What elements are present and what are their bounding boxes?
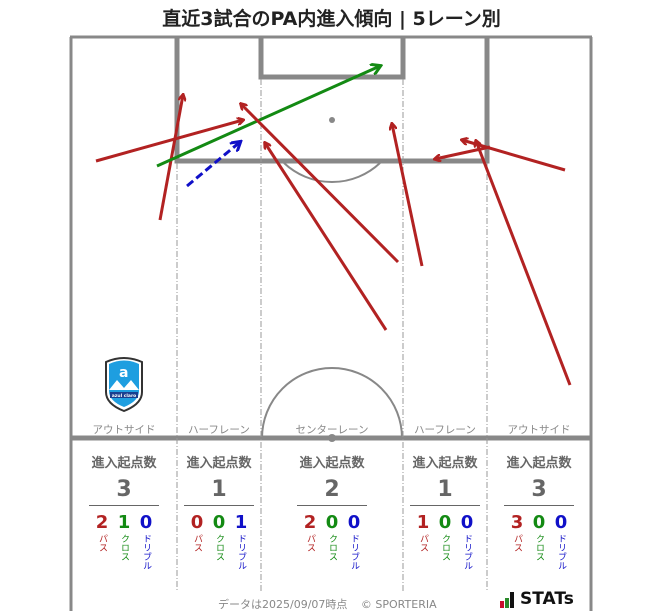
lane-stats-halfspace-left: 進入起点数 1 0 パス 0 クロス 1 ドリブル [177, 452, 261, 570]
copyright: © SPORTERIA [360, 598, 437, 611]
pass-count: 0 [190, 512, 204, 533]
svg-text:a: a [119, 365, 128, 381]
entry-total: 2 [324, 477, 340, 502]
divider [297, 505, 367, 506]
dribble-count: 0 [554, 512, 568, 533]
chart-title: 直近3試合のPA内進入傾向 | 5レーン別 [162, 8, 501, 30]
dribble-count: 0 [460, 512, 474, 533]
dribble-label: ドリブル [462, 534, 472, 570]
data-date: データは2025/09/07時点 [218, 598, 348, 611]
team-badge-icon: azul claro a [105, 357, 143, 412]
pitch-lines [69, 35, 593, 611]
lane-label-center: センターレーン [295, 424, 369, 436]
stat-header: 進入起点数 [91, 456, 157, 471]
breakdown: 2 パス 1 クロス 0 ドリブル [71, 512, 177, 571]
pass-label: パス [512, 534, 522, 552]
breakdown: 2 パス 0 クロス 0 ドリブル [261, 512, 403, 571]
divider [184, 505, 254, 506]
bar-chart-icon [500, 592, 514, 608]
breakdown: 0 パス 0 クロス 1 ドリブル [177, 512, 261, 571]
dribble-label: ドリブル [349, 534, 359, 570]
lane-label-outside-right: アウトサイド [507, 424, 571, 436]
stat-header: 進入起点数 [186, 456, 252, 471]
breakdown: 1 パス 0 クロス 0 ドリブル [403, 512, 487, 571]
footer: データは2025/09/07時点 © SPORTERIA [218, 596, 437, 612]
pass-arrow [265, 143, 388, 331]
entry-total: 1 [211, 477, 227, 502]
lane-label-outside-left: アウトサイド [92, 424, 156, 436]
pass-count: 1 [416, 512, 430, 533]
entry-total: 3 [116, 477, 132, 502]
pass-arrow [435, 145, 491, 159]
pass-label: パス [418, 534, 428, 552]
cross-count: 0 [325, 512, 339, 533]
stat-header: 進入起点数 [299, 456, 365, 471]
cross-label: クロス [327, 534, 337, 561]
stats-logo-text: STATs [520, 589, 574, 609]
lane-stats-outside-right: 進入起点数 3 3 パス 0 クロス 0 ドリブル [487, 452, 591, 570]
divider [89, 505, 159, 506]
pass-label: パス [97, 534, 107, 552]
lane-dividers [176, 79, 488, 592]
breakdown: 3 パス 0 クロス 0 ドリブル [487, 512, 591, 571]
cross-label: クロス [440, 534, 450, 561]
dribble-count: 1 [234, 512, 248, 533]
divider [410, 505, 480, 506]
cross-count: 0 [532, 512, 546, 533]
pass-count: 2 [95, 512, 109, 533]
pass-arrow [241, 104, 400, 264]
lane-stats-halfspace-right: 進入起点数 1 1 パス 0 クロス 0 ドリブル [403, 452, 487, 570]
pass-count: 3 [510, 512, 524, 533]
pass-count: 2 [303, 512, 317, 533]
lane-stats-center: 進入起点数 2 2 パス 0 クロス 0 ドリブル [261, 452, 403, 570]
cross-label: クロス [214, 534, 224, 561]
pass-arrow [158, 95, 183, 221]
dribble-label: ドリブル [556, 534, 566, 570]
pass-arrow [476, 141, 572, 386]
svg-text:azul claro: azul claro [112, 393, 137, 399]
cross-count: 1 [117, 512, 131, 533]
entry-arrows [95, 66, 572, 386]
cross-arrow [156, 66, 380, 168]
cross-label: クロス [119, 534, 129, 561]
cross-label: クロス [534, 534, 544, 561]
divider [504, 505, 574, 506]
pass-arrow [392, 124, 424, 267]
cross-count: 0 [212, 512, 226, 533]
lane-label-halfspace-right: ハーフレーン [414, 424, 476, 436]
pass-label: パス [305, 534, 315, 552]
pass-label: パス [192, 534, 202, 552]
dribble-label: ドリブル [141, 534, 151, 570]
cross-count: 0 [438, 512, 452, 533]
lane-label-halfspace-left: ハーフレーン [188, 424, 250, 436]
entry-total: 3 [531, 477, 547, 502]
stat-header: 進入起点数 [506, 456, 572, 471]
dribble-count: 0 [347, 512, 361, 533]
lane-stats-outside-left: 進入起点数 3 2 パス 1 クロス 0 ドリブル [71, 452, 177, 570]
dribble-label: ドリブル [236, 534, 246, 570]
entry-total: 1 [437, 477, 453, 502]
stats-logo: STATs [500, 591, 574, 608]
dribble-count: 0 [139, 512, 153, 533]
stat-header: 進入起点数 [412, 456, 478, 471]
pass-arrow [95, 120, 243, 163]
